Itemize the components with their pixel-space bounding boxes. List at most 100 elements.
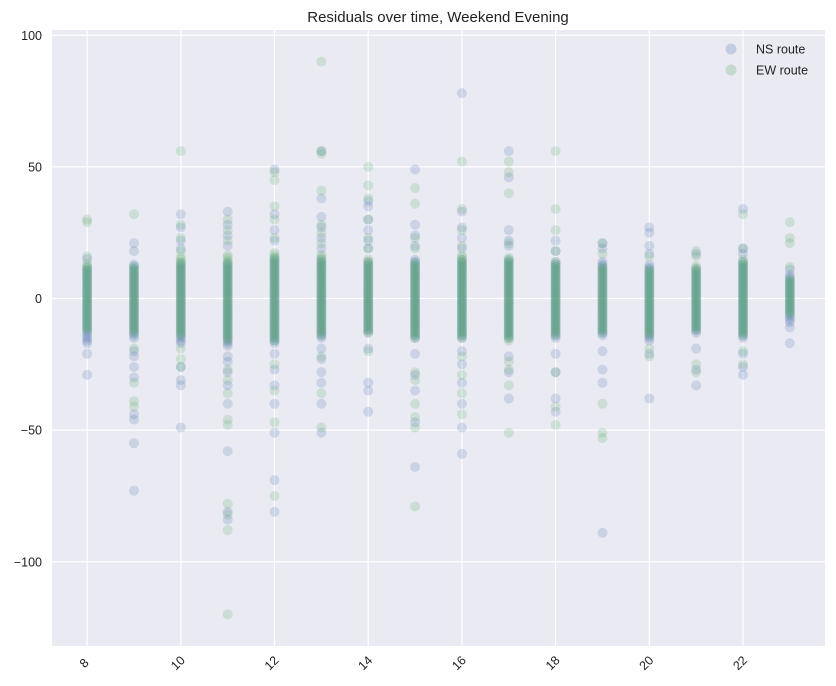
- ns-route-point: [316, 328, 327, 339]
- ew-route-point: [363, 273, 374, 284]
- ew-route-point: [550, 297, 561, 308]
- ew-route-point: [175, 259, 186, 270]
- ns-route-point: [644, 274, 655, 285]
- ns-route-point: [128, 372, 139, 383]
- ew-route-point: [316, 227, 327, 238]
- ew-route-point: [363, 280, 374, 291]
- ns-route-point: [269, 269, 280, 280]
- ew-route-point: [269, 328, 280, 339]
- ew-route-point: [363, 268, 374, 279]
- ns-route-point: [175, 222, 186, 233]
- ns-route-point: [269, 283, 280, 294]
- ns-route-point: [456, 325, 467, 336]
- ew-route-point: [456, 351, 467, 362]
- ns-route-point: [550, 271, 561, 282]
- ns-route-point: [363, 292, 374, 303]
- ew-route-point: [175, 318, 186, 329]
- ew-route-point: [456, 257, 467, 268]
- ns-route-point: [316, 232, 327, 243]
- ew-route-point: [550, 294, 561, 305]
- ew-route-point: [691, 265, 702, 276]
- ns-route-point: [363, 214, 374, 225]
- ns-route-point: [644, 307, 655, 318]
- ns-route-point: [128, 311, 139, 322]
- ns-route-point: [269, 309, 280, 320]
- ns-route-point: [550, 266, 561, 277]
- x-axis-ticks: 8 10 12 14 16 18 20 22: [77, 653, 750, 673]
- ew-route-point: [738, 316, 749, 327]
- ns-route-point: [175, 307, 186, 318]
- ns-route-point: [456, 222, 467, 233]
- ew-route-point: [316, 299, 327, 310]
- ns-route-point: [691, 292, 702, 303]
- ew-route-point: [691, 310, 702, 321]
- ns-route-point: [597, 330, 608, 341]
- ns-route-point: [738, 243, 749, 254]
- ns-route-point: [316, 304, 327, 315]
- ew-route-point: [691, 306, 702, 317]
- ew-route-point: [503, 252, 514, 263]
- ew-route-point: [503, 269, 514, 280]
- ew-route-point: [691, 246, 702, 257]
- ns-route-point: [128, 306, 139, 317]
- ns-route-point: [363, 299, 374, 310]
- ns-route-point: [269, 274, 280, 285]
- ns-route-point: [410, 271, 421, 282]
- ns-route-point: [738, 248, 749, 259]
- ew-route-point: [456, 297, 467, 308]
- ew-route-point: [644, 264, 655, 275]
- ew-route-point: [222, 302, 233, 313]
- ew-route-point: [738, 306, 749, 317]
- ns-route-point: [738, 261, 749, 272]
- ew-route-point: [597, 306, 608, 317]
- ns-route-point: [128, 325, 139, 336]
- ew-route-point: [269, 314, 280, 325]
- ns-route-point: [316, 261, 327, 272]
- ew-route-point: [222, 314, 233, 325]
- ns-route-point: [363, 325, 374, 336]
- ew-route-point: [597, 270, 608, 281]
- grid-lines: [52, 30, 825, 646]
- ew-route-point: [503, 285, 514, 296]
- ew-route-point: [175, 268, 186, 279]
- ns-route-point: [363, 315, 374, 326]
- ns-route-point: [456, 254, 467, 265]
- ns-route-point: [222, 310, 233, 321]
- ns-route-point: [597, 527, 608, 538]
- ns-route-point: [410, 369, 421, 380]
- ns-route-point: [128, 485, 139, 496]
- ns-route-point: [644, 326, 655, 337]
- ew-route-point: [269, 490, 280, 501]
- ew-route-point: [316, 282, 327, 293]
- ew-route-point: [175, 294, 186, 305]
- ns-route-point: [503, 259, 514, 270]
- ew-route-point: [456, 333, 467, 343]
- ew-route-point: [550, 367, 561, 378]
- ew-route-point: [597, 327, 608, 338]
- ew-route-point: [222, 328, 233, 339]
- ns-route-point: [597, 273, 608, 284]
- ns-route-point: [82, 271, 93, 282]
- ns-route-point: [363, 266, 374, 277]
- ew-route-point: [222, 498, 233, 509]
- ns-route-point: [644, 300, 655, 311]
- ew-route-point: [82, 251, 93, 262]
- ns-route-point: [175, 257, 186, 268]
- ns-route-point: [738, 273, 749, 284]
- ew-route-point: [503, 300, 514, 311]
- ns-route-point: [410, 306, 421, 317]
- ns-route-point: [269, 255, 280, 266]
- ew-route-point: [410, 422, 421, 433]
- ew-route-point: [363, 285, 374, 296]
- ns-route-point: [784, 288, 795, 299]
- ns-route-point: [128, 321, 139, 332]
- ew-route-point: [597, 280, 608, 291]
- ew-route-point: [597, 273, 608, 284]
- ns-route-point: [550, 297, 561, 308]
- ew-route-point: [738, 209, 749, 220]
- ns-route-point: [597, 306, 608, 317]
- ew-route-point: [222, 225, 233, 236]
- ns-route-point: [316, 257, 327, 268]
- ew-route-point: [128, 292, 139, 303]
